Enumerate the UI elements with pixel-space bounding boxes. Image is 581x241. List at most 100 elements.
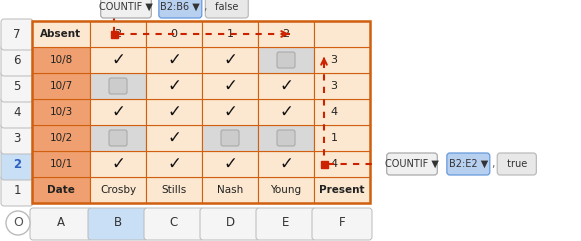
Text: 4: 4 (331, 107, 338, 117)
Text: 10/2: 10/2 (49, 133, 73, 143)
Text: 4: 4 (13, 106, 21, 119)
Text: false: false (212, 2, 242, 12)
Circle shape (6, 211, 30, 235)
FancyBboxPatch shape (200, 208, 260, 240)
FancyBboxPatch shape (202, 125, 258, 151)
Text: D: D (225, 216, 235, 229)
Text: Nash: Nash (217, 185, 243, 195)
Text: ,: , (203, 2, 206, 12)
Text: 10/3: 10/3 (49, 107, 73, 117)
FancyBboxPatch shape (90, 177, 146, 203)
FancyBboxPatch shape (314, 151, 370, 177)
FancyBboxPatch shape (32, 21, 90, 47)
FancyBboxPatch shape (202, 151, 258, 177)
FancyBboxPatch shape (90, 47, 146, 73)
FancyBboxPatch shape (202, 47, 258, 73)
Text: ✓: ✓ (279, 103, 293, 121)
FancyBboxPatch shape (146, 21, 202, 47)
Text: 1: 1 (331, 133, 338, 143)
FancyBboxPatch shape (258, 177, 314, 203)
Text: ✓: ✓ (167, 129, 181, 147)
FancyBboxPatch shape (314, 125, 370, 151)
FancyBboxPatch shape (32, 125, 90, 151)
Text: Absent: Absent (41, 29, 81, 39)
FancyBboxPatch shape (221, 130, 239, 146)
Text: Young: Young (270, 185, 302, 195)
FancyBboxPatch shape (1, 123, 33, 154)
Text: ✓: ✓ (223, 51, 237, 69)
FancyBboxPatch shape (146, 177, 202, 203)
Text: true: true (504, 159, 530, 169)
FancyBboxPatch shape (447, 153, 490, 175)
FancyBboxPatch shape (146, 47, 202, 73)
Text: ✓: ✓ (279, 77, 293, 95)
Text: A: A (57, 216, 65, 229)
FancyBboxPatch shape (90, 125, 146, 151)
FancyBboxPatch shape (314, 99, 370, 125)
Text: ✓: ✓ (223, 103, 237, 121)
FancyBboxPatch shape (258, 47, 314, 73)
Bar (110, 31, 117, 38)
FancyBboxPatch shape (30, 208, 92, 240)
FancyBboxPatch shape (314, 47, 370, 73)
Text: COUNTIF ▼: COUNTIF ▼ (385, 159, 439, 169)
FancyBboxPatch shape (32, 151, 90, 177)
Text: 10/8: 10/8 (49, 55, 73, 65)
FancyBboxPatch shape (202, 99, 258, 125)
Text: F: F (339, 216, 345, 229)
Text: ✓: ✓ (167, 77, 181, 95)
Text: 6: 6 (13, 54, 21, 67)
FancyBboxPatch shape (258, 99, 314, 125)
Text: ,: , (491, 159, 494, 169)
FancyBboxPatch shape (312, 208, 372, 240)
FancyBboxPatch shape (314, 21, 370, 47)
Text: 3: 3 (331, 55, 338, 65)
FancyBboxPatch shape (1, 97, 33, 128)
Text: 2: 2 (13, 158, 21, 170)
FancyBboxPatch shape (159, 0, 202, 18)
Text: ✓: ✓ (167, 51, 181, 69)
FancyBboxPatch shape (277, 130, 295, 146)
FancyBboxPatch shape (314, 177, 370, 203)
FancyBboxPatch shape (90, 21, 146, 47)
Text: B2:E2 ▼: B2:E2 ▼ (449, 159, 488, 169)
Text: B2:B6 ▼: B2:B6 ▼ (160, 2, 200, 12)
FancyBboxPatch shape (1, 45, 33, 76)
FancyBboxPatch shape (32, 99, 90, 125)
FancyBboxPatch shape (258, 21, 314, 47)
FancyBboxPatch shape (497, 153, 536, 175)
Text: Present: Present (319, 185, 365, 195)
Text: 2: 2 (114, 29, 121, 39)
FancyBboxPatch shape (32, 177, 90, 203)
Text: ✓: ✓ (111, 103, 125, 121)
Text: 1: 1 (227, 29, 234, 39)
FancyBboxPatch shape (90, 99, 146, 125)
Text: COUNTIF ▼: COUNTIF ▼ (99, 2, 153, 12)
Text: O: O (13, 216, 23, 229)
Bar (321, 161, 328, 167)
FancyBboxPatch shape (202, 73, 258, 99)
Text: ✓: ✓ (111, 155, 125, 173)
FancyBboxPatch shape (202, 21, 258, 47)
FancyBboxPatch shape (146, 73, 202, 99)
FancyBboxPatch shape (90, 73, 146, 99)
Text: Date: Date (47, 185, 75, 195)
FancyBboxPatch shape (202, 177, 258, 203)
Text: ✓: ✓ (223, 155, 237, 173)
FancyBboxPatch shape (314, 73, 370, 99)
FancyBboxPatch shape (109, 78, 127, 94)
FancyBboxPatch shape (90, 151, 146, 177)
Text: 0: 0 (170, 29, 178, 39)
FancyBboxPatch shape (258, 125, 314, 151)
FancyBboxPatch shape (205, 0, 248, 18)
FancyBboxPatch shape (256, 208, 316, 240)
Text: 4: 4 (331, 159, 338, 169)
Text: ✓: ✓ (223, 77, 237, 95)
Text: ✓: ✓ (279, 155, 293, 173)
FancyBboxPatch shape (146, 99, 202, 125)
Text: 3: 3 (13, 132, 21, 145)
FancyBboxPatch shape (146, 125, 202, 151)
FancyBboxPatch shape (101, 0, 151, 18)
Text: ✓: ✓ (167, 155, 181, 173)
FancyBboxPatch shape (32, 47, 90, 73)
